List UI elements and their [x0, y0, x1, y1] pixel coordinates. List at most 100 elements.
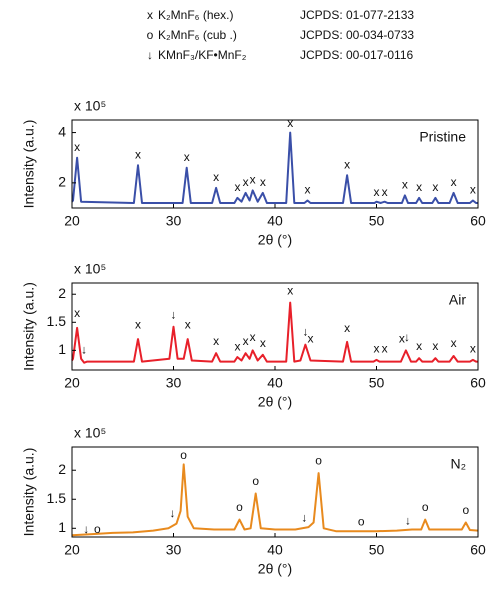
peak-marker: x [470, 183, 476, 197]
y-multiplier: x 10⁵ [74, 98, 106, 114]
panel-label: Air [449, 292, 466, 308]
x-tick-label: 30 [166, 542, 182, 558]
peak-marker: x [344, 157, 350, 171]
peak-marker: x [416, 339, 422, 353]
peak-marker: o [94, 522, 101, 536]
peak-marker: o [358, 515, 365, 529]
x-tick-label: 20 [64, 375, 80, 391]
x-axis-label: 2θ (°) [258, 561, 292, 577]
peak-marker: x [260, 175, 266, 189]
legend-ref: JCPDS: 00-017-0116 [300, 48, 414, 62]
data-line [71, 463, 479, 537]
peak-marker: ↓ [404, 330, 410, 344]
legend-label: K₂MnF₆ (cub .) [158, 28, 237, 42]
x-tick-label: 50 [369, 542, 385, 558]
peak-marker: x [382, 341, 388, 355]
legend-symbol: o [147, 28, 154, 42]
peak-marker: x [185, 317, 191, 331]
peak-marker: x [470, 341, 476, 355]
peak-marker: x [243, 175, 249, 189]
y-tick-label: 4 [58, 123, 66, 139]
x-tick-label: 40 [267, 213, 283, 229]
peak-marker: x [234, 340, 240, 354]
x-axis-label: 2θ (°) [258, 394, 292, 410]
x-tick-label: 60 [470, 213, 486, 229]
peak-marker: x [374, 185, 380, 199]
x-tick-label: 30 [166, 213, 182, 229]
x-tick-label: 30 [166, 375, 182, 391]
plot-frame [71, 119, 479, 209]
peak-marker: o [236, 500, 243, 514]
peak-marker: x [304, 183, 310, 197]
y-multiplier: x 10⁵ [74, 261, 106, 277]
peak-marker: x [382, 185, 388, 199]
peak-marker: ↓ [302, 325, 308, 339]
plot-frame [71, 446, 479, 538]
x-tick-label: 40 [267, 542, 283, 558]
peak-marker: ↓ [301, 511, 307, 525]
peak-marker: x [74, 306, 80, 320]
x-axis-label: 2θ (°) [258, 232, 292, 248]
peak-marker: x [399, 331, 405, 345]
peak-marker: x [432, 339, 438, 353]
data-line [71, 131, 478, 204]
peak-marker: x [135, 317, 141, 331]
peak-marker: x [432, 180, 438, 194]
x-tick-label: 50 [369, 213, 385, 229]
legend-label: KMnF₃/KF•MnF₂ [158, 48, 247, 62]
legend-symbol: ↓ [147, 48, 153, 62]
peak-marker: ↓ [83, 522, 89, 536]
y-tick-label: 1 [58, 519, 66, 535]
legend-ref: JCPDS: 00-034-0733 [300, 28, 414, 42]
peak-marker: x [402, 178, 408, 192]
peak-marker: o [315, 454, 322, 468]
peak-marker: x [451, 175, 457, 189]
y-multiplier: x 10⁵ [74, 425, 106, 441]
peak-marker: x [213, 170, 219, 184]
y-axis-label: Intensity (a.u.) [21, 448, 37, 537]
y-axis-label: Intensity (a.u.) [21, 282, 37, 371]
y-tick-label: 2 [58, 174, 66, 190]
peak-marker: x [416, 180, 422, 194]
peak-marker: x [451, 336, 457, 350]
peak-marker: o [180, 448, 187, 462]
y-tick-label: 1 [58, 341, 66, 357]
x-tick-label: 20 [64, 213, 80, 229]
y-tick-label: 1.5 [47, 490, 67, 506]
peak-marker: x [250, 330, 256, 344]
panel-label: Pristine [419, 129, 466, 145]
peak-marker: x [135, 147, 141, 161]
y-tick-label: 2 [58, 461, 66, 477]
legend-symbol: x [147, 8, 153, 22]
peak-marker: x [260, 336, 266, 350]
peak-marker: x [243, 334, 249, 348]
peak-marker: x [308, 331, 314, 345]
y-tick-label: 2 [58, 285, 66, 301]
peak-marker: ↓ [169, 506, 175, 520]
peak-marker: x [344, 321, 350, 335]
legend-ref: JCPDS: 01-077-2133 [300, 8, 414, 22]
x-tick-label: 60 [470, 375, 486, 391]
y-tick-label: 1.5 [47, 313, 67, 329]
x-tick-label: 60 [470, 542, 486, 558]
peak-marker: x [74, 140, 80, 154]
plot-frame [71, 282, 479, 371]
peak-marker: ↓ [405, 513, 411, 527]
peak-marker: x [250, 173, 256, 187]
peak-marker: x [213, 334, 219, 348]
x-tick-label: 20 [64, 542, 80, 558]
peak-marker: o [462, 503, 469, 517]
y-axis-label: Intensity (a.u.) [21, 120, 37, 209]
peak-marker: x [374, 341, 380, 355]
legend-label: K₂MnF₆ (hex.) [158, 8, 234, 22]
peak-marker: ↓ [171, 308, 177, 322]
panel-label: N₂ [450, 456, 466, 472]
peak-marker: o [252, 474, 259, 488]
x-tick-label: 40 [267, 375, 283, 391]
peak-marker: o [422, 500, 429, 514]
peak-marker: x [287, 284, 293, 298]
data-line [71, 301, 478, 364]
x-tick-label: 50 [369, 375, 385, 391]
peak-marker: x [184, 150, 190, 164]
peak-marker: ↓ [81, 343, 87, 357]
